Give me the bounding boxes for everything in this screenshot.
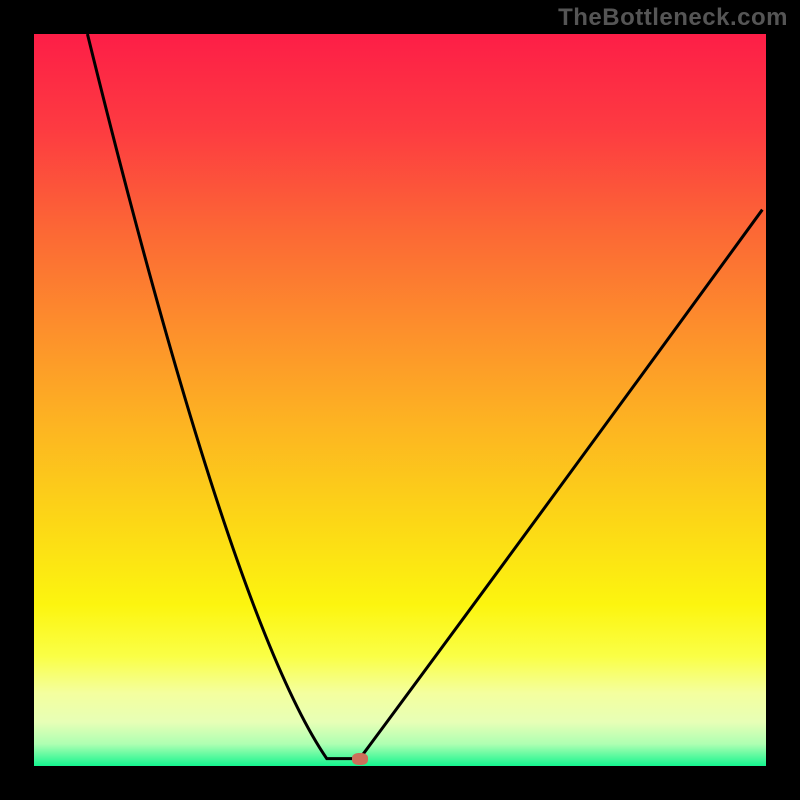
curve-path <box>87 34 762 759</box>
watermark-text: TheBottleneck.com <box>558 4 788 32</box>
chart-canvas: TheBottleneck.com <box>0 0 800 800</box>
plot-area <box>34 34 766 766</box>
optimal-point-marker <box>352 753 368 765</box>
bottleneck-curve <box>34 34 766 766</box>
